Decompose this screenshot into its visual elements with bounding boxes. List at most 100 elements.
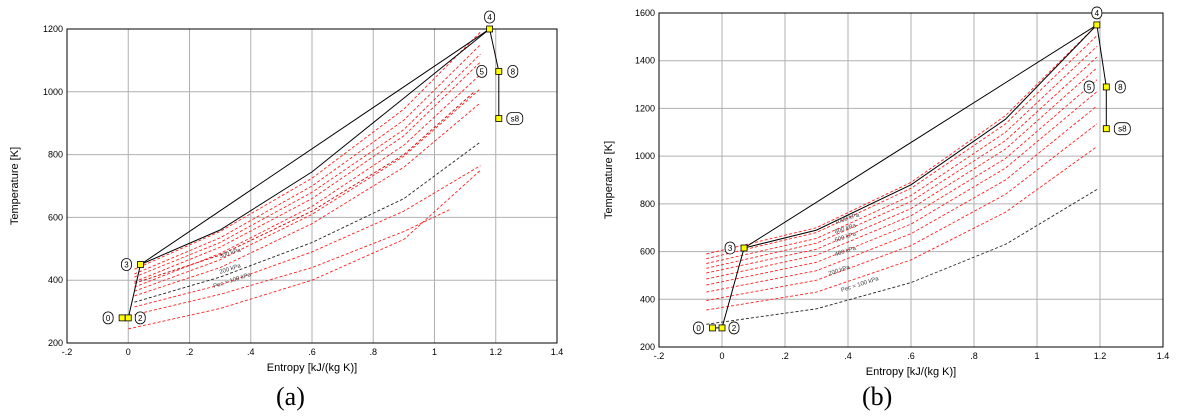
x-tick-label: 1.4 xyxy=(1157,351,1170,361)
state-label: 0 xyxy=(696,324,701,333)
x-axis-label: Entropy [kJ/(kg K)] xyxy=(267,362,357,374)
state-label-box xyxy=(1083,80,1095,94)
x-tick-label: .2 xyxy=(186,347,194,357)
state-point-marker xyxy=(1102,83,1110,91)
state-point-marker xyxy=(1093,21,1101,29)
x-tick-label: 0 xyxy=(719,351,724,361)
isobar-line xyxy=(134,102,481,297)
isobar-line xyxy=(134,44,481,275)
isobar-line xyxy=(128,169,481,330)
panel-label-b: (b) xyxy=(862,382,893,411)
x-tick-label: .6 xyxy=(907,351,915,361)
state-point-marker xyxy=(718,324,726,332)
state-label: 0 xyxy=(106,314,111,323)
y-axis-label: Temperature [K] xyxy=(9,147,21,225)
y-tick-label: 800 xyxy=(48,150,63,160)
y-tick-label: 1000 xyxy=(635,151,655,161)
isobar-line xyxy=(134,61,481,283)
isobar-line xyxy=(706,46,1098,264)
state-label-box xyxy=(476,64,488,78)
x-tick-label: .6 xyxy=(308,347,316,357)
isobar-line xyxy=(706,146,1098,311)
y-tick-label: 1600 xyxy=(635,8,655,18)
chart-a-svg: -.2 0 .2 .4 .6 .8 1 1.2 1.4 200 400 600 800 1000 1200 E… xyxy=(9,10,564,374)
isobar-line xyxy=(706,67,1098,274)
y-tick-label: 400 xyxy=(48,275,63,285)
isobar-line xyxy=(134,141,481,303)
x-tick-label: 1.4 xyxy=(551,347,564,357)
state-label: 3 xyxy=(124,261,129,270)
isobar-line xyxy=(706,105,1098,293)
state-label-box xyxy=(134,311,146,325)
plot-frame xyxy=(66,28,558,344)
chart-panel-b: -.2 0 .2 .4 .6 .8 1 1.2 1.4 200 400 600 800 1000 1200 1… xyxy=(590,0,1179,419)
x-tick-label: 0 xyxy=(126,347,131,357)
x-tick-label: .8 xyxy=(369,347,377,357)
state-label-box xyxy=(484,10,496,24)
state-point-marker xyxy=(1102,125,1110,133)
x-tick-label: 1.2 xyxy=(1094,351,1107,361)
y-tick-label: 200 xyxy=(640,342,655,352)
y-axis-label: Temperature [K] xyxy=(603,141,615,219)
y-tick-label: 1000 xyxy=(43,87,63,97)
process-curve xyxy=(140,28,490,265)
isobar-line xyxy=(134,165,481,308)
state-point-marker xyxy=(495,67,503,75)
process-curve xyxy=(743,24,1098,249)
chart-panel-a: -.2 0 .2 .4 .6 .8 1 1.2 1.4 200 400 600 800 1000 1200 E… xyxy=(9,10,564,411)
isobar-line xyxy=(706,35,1098,260)
state-label: s8 xyxy=(511,114,520,123)
state-label-box xyxy=(728,321,740,335)
isobar-line xyxy=(706,79,1098,280)
y-tick-label: 400 xyxy=(640,294,655,304)
state-label-box xyxy=(506,112,524,125)
state-label: 4 xyxy=(487,13,492,22)
state-point-marker xyxy=(137,261,144,268)
state-point-marker xyxy=(740,244,748,252)
state-label-box xyxy=(693,321,704,335)
chart-b-svg: -.2 0 .2 .4 .6 .8 1 1.2 1.4 200 400 600 800 1000 1200 1… xyxy=(603,6,1170,378)
x-tick-label: 1 xyxy=(1034,351,1039,361)
isobar-line xyxy=(134,53,481,278)
y-tick-label: 600 xyxy=(48,212,63,222)
x-tick-label: .4 xyxy=(844,351,852,361)
x-tick-label: -.2 xyxy=(654,351,665,361)
state-label: 2 xyxy=(732,324,737,333)
state-label-box xyxy=(102,311,114,325)
isobar-line xyxy=(706,56,1098,269)
state-label-box xyxy=(724,241,736,255)
panel-label-a: (a) xyxy=(276,382,305,411)
state-label: 4 xyxy=(1095,9,1100,18)
state-label: 8 xyxy=(511,67,516,76)
isobar-line xyxy=(134,31,481,270)
y-tick-label: 600 xyxy=(640,247,655,257)
state-point-marker xyxy=(486,25,494,33)
state-point-marker xyxy=(495,115,503,122)
state-point-marker xyxy=(124,314,132,322)
y-tick-label: 800 xyxy=(640,199,655,209)
x-tick-label: .4 xyxy=(247,347,255,357)
state-point-marker xyxy=(709,324,716,332)
x-tick-label: .8 xyxy=(970,351,978,361)
state-point-marker xyxy=(118,314,126,322)
x-axis-label: Entropy [kJ/(kg K)] xyxy=(866,366,956,378)
y-tick-label: 1200 xyxy=(43,24,63,34)
state-label-box xyxy=(1113,122,1131,136)
x-tick-label: -.2 xyxy=(62,347,73,357)
x-tick-label: 1 xyxy=(432,347,437,357)
isobar-line xyxy=(134,88,481,292)
state-label: 5 xyxy=(480,67,485,76)
isobar-line xyxy=(134,74,481,288)
state-label-box xyxy=(1091,6,1103,20)
isobar-line xyxy=(706,91,1098,286)
y-tick-label: 1400 xyxy=(635,56,655,66)
state-label: 8 xyxy=(1118,83,1123,92)
y-tick-label: 1200 xyxy=(635,103,655,113)
state-label: 3 xyxy=(728,244,733,253)
isobar-line xyxy=(706,189,1098,325)
isobar-line xyxy=(706,123,1098,301)
state-label-box xyxy=(1114,80,1126,94)
state-label: 5 xyxy=(1087,83,1092,92)
x-tick-label: 1.2 xyxy=(489,347,502,357)
state-label-box xyxy=(507,64,519,78)
